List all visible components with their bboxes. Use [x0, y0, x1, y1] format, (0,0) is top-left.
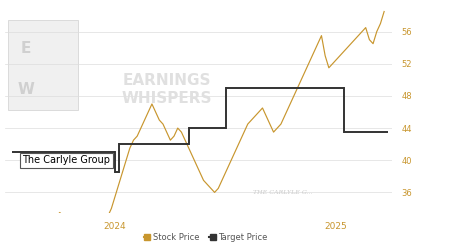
FancyBboxPatch shape	[9, 20, 78, 110]
Text: The Carlyle Group: The Carlyle Group	[22, 155, 110, 165]
Text: EARNINGS
WHISPERS: EARNINGS WHISPERS	[122, 73, 212, 106]
Text: THE CARLYLE G...: THE CARLYLE G...	[253, 190, 313, 194]
Legend: Stock Price, Target Price: Stock Price, Target Price	[140, 230, 271, 245]
Text: W: W	[18, 82, 34, 97]
Text: E: E	[21, 41, 31, 56]
